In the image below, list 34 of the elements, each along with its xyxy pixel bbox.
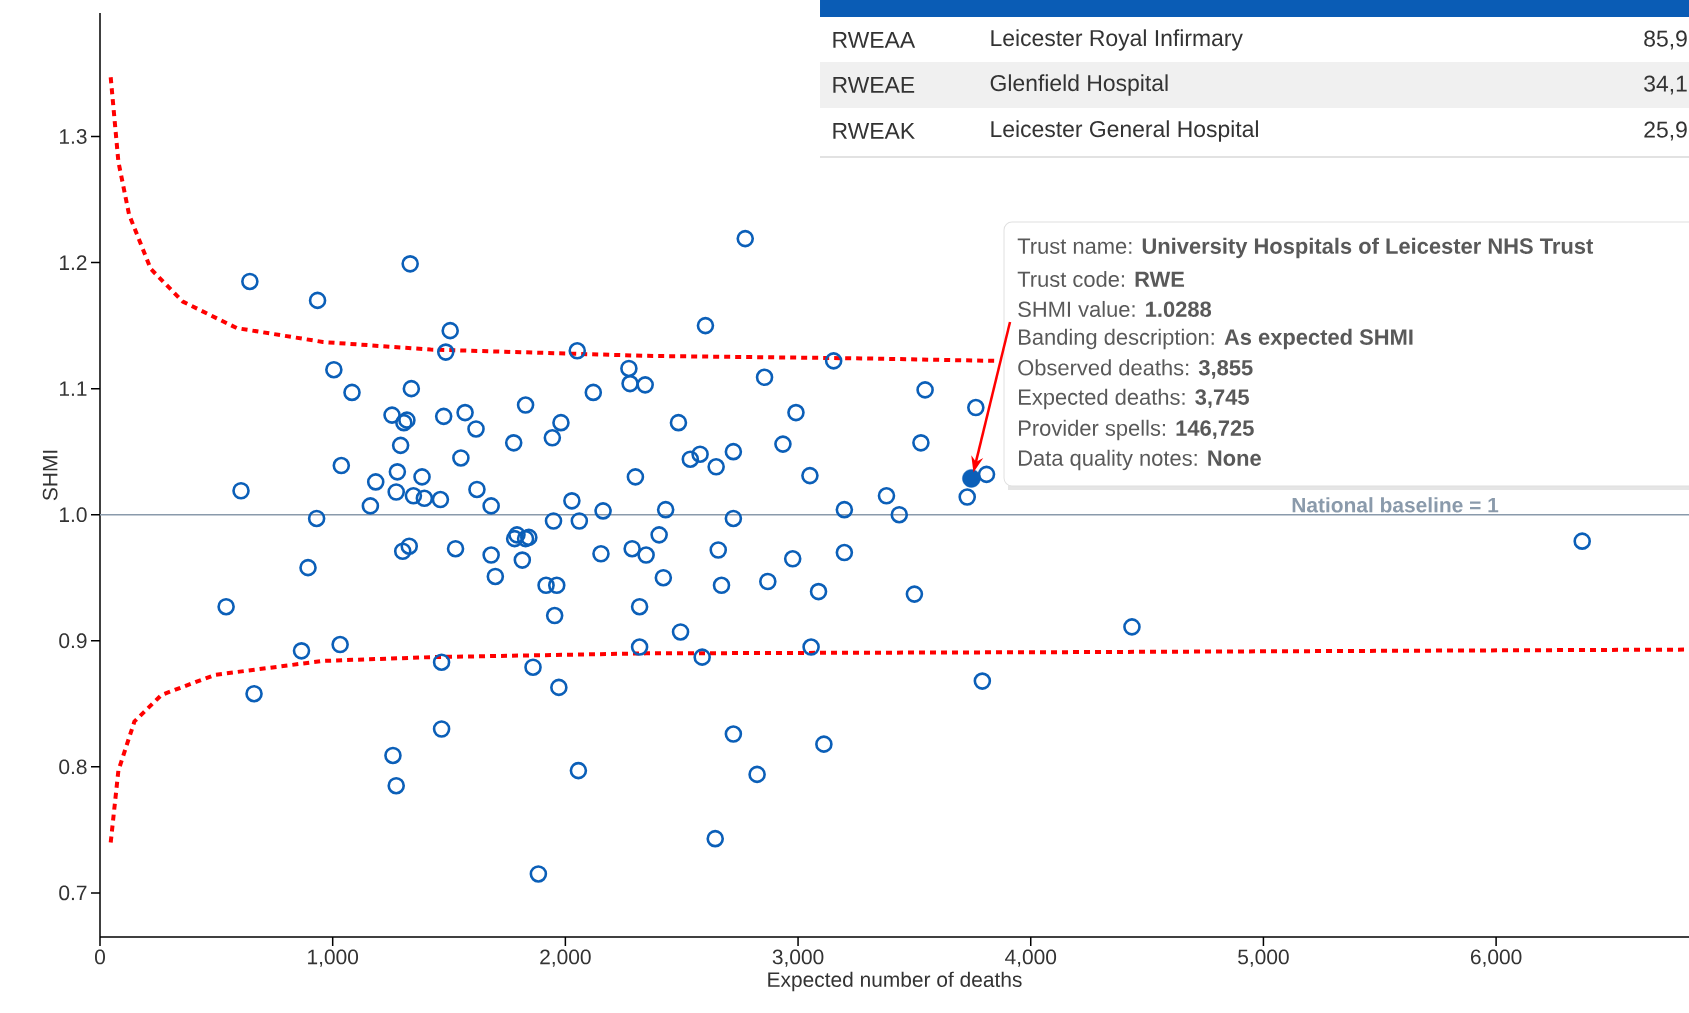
annotation: Observed deaths: 3,855: [1018, 359, 1253, 379]
ref-line-label: National baseline = 1: [1292, 497, 1499, 513]
annotation: Leicester Royal Infirmary: [991, 29, 1243, 51]
annotation: Expected deaths: 3,745: [1019, 388, 1249, 410]
x-tick-label: 2,000: [540, 949, 591, 967]
annotation: SHMI value: 1.0288: [1018, 300, 1212, 318]
annotation: 25,9: [1644, 121, 1687, 141]
x-tick-label: 1,000: [308, 949, 359, 967]
x-tick-label: 3,000: [772, 949, 824, 967]
annotation: Provider spells: 146,725: [1019, 419, 1254, 441]
annotation: Trust code: RWE: [1017, 270, 1185, 288]
annotation: Banding description: As expected SHMI: [1019, 328, 1413, 350]
annotation: Glenfield Hospital: [990, 74, 1168, 96]
annotation: 34,1: [1644, 75, 1687, 95]
annotation: 85,9: [1644, 30, 1687, 50]
annotation: Trust name: University Hospitals of Leicester NHS Trust: [1017, 237, 1594, 259]
x-tick-label: 0: [95, 949, 105, 965]
y-tick-label: 0.7: [59, 885, 87, 901]
annotation: RWEAA: [833, 32, 916, 48]
annotation: Data quality notes: None: [1019, 449, 1261, 471]
annotation: RWEAE: [833, 77, 915, 93]
y-axis-title: SHMI: [42, 450, 58, 501]
y-tick-label: 0.9: [59, 633, 87, 649]
x-tick-label: 5,000: [1238, 949, 1289, 967]
annotation: RWEAK: [833, 123, 915, 139]
x-tick-label: 6,000: [1470, 949, 1522, 967]
x-axis-title: Expected number of deaths: [768, 971, 1022, 992]
y-tick-label: 1.1: [59, 381, 87, 396]
y-tick-label: 0.8: [59, 759, 87, 775]
annotation: Leicester General Hospital: [991, 120, 1258, 142]
y-tick-label: 1.0: [59, 507, 87, 523]
x-tick-label: 4,000: [1005, 949, 1057, 967]
y-tick-label: 1.2: [59, 255, 87, 270]
y-tick-label: 1.3: [59, 129, 87, 144]
